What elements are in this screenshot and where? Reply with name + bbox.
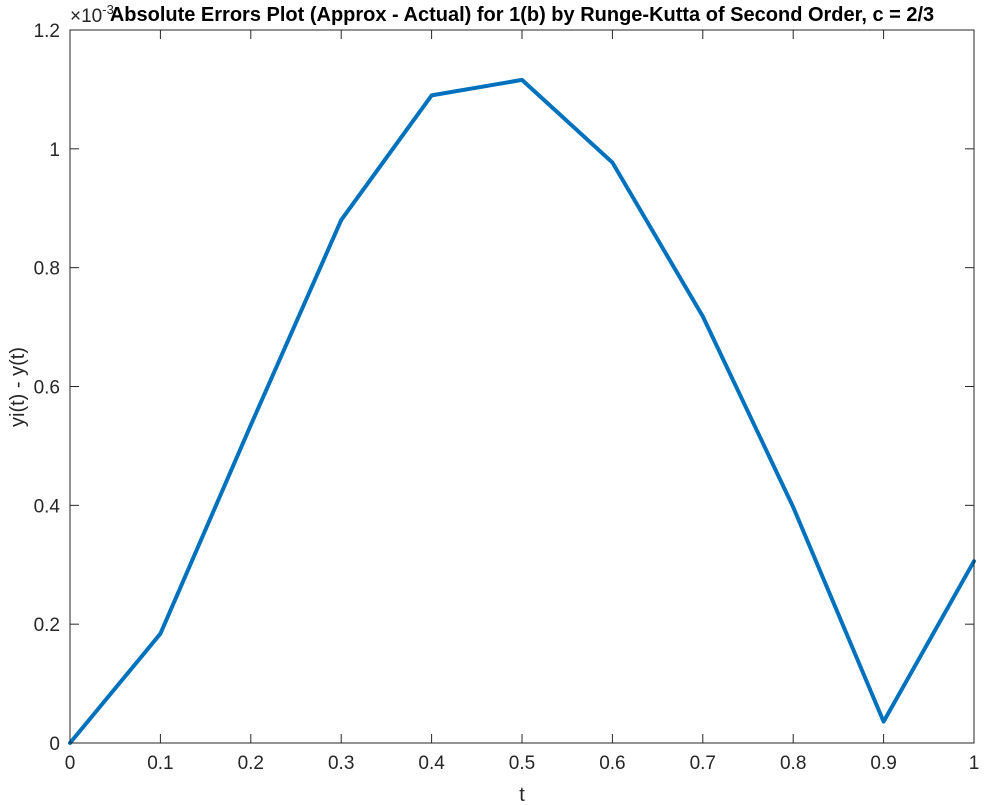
x-tick-label: 0.6 [599, 753, 625, 774]
x-axis-title: t [519, 784, 525, 805]
labels-layer: 0 0.1 0.2 0.3 0.4 0.5 0.6 0.7 0.8 0.9 1 0 0.2 0.4 0.6 0… [34, 21, 980, 774]
y-axis-title: yi(t) - y(t) [7, 347, 29, 427]
x-tick-label: 0.9 [870, 753, 896, 774]
y-tick-label: 1.2 [34, 21, 60, 42]
y-tick-label: 1 [49, 140, 60, 161]
x-tick-label: 0.8 [780, 753, 806, 774]
y-exponent-label: ×10-3 [70, 2, 114, 27]
y-tick-label: 0.6 [34, 378, 60, 399]
y-exponent-base: ×10 [70, 6, 102, 27]
y-tick-label: 0.4 [34, 496, 61, 517]
y-tick-label: 0.8 [34, 259, 60, 280]
x-tick-label: 0.1 [147, 753, 173, 774]
x-tick-label: 0.5 [509, 753, 535, 774]
y-tick-label: 0 [49, 734, 60, 755]
x-tick-label: 1 [969, 753, 980, 774]
y-exponent-power: -3 [102, 2, 114, 17]
x-tick-label: 0 [65, 753, 76, 774]
plot-area [70, 30, 974, 743]
x-tick-label: 0.7 [690, 753, 716, 774]
y-tick-label: 0.2 [34, 615, 60, 636]
chart-title: Absolute Errors Plot (Approx - Actual) f… [110, 4, 934, 26]
x-tick-label: 0.2 [238, 753, 264, 774]
axes-box [69, 29, 975, 744]
x-tick-label: 0.3 [328, 753, 354, 774]
x-tick-label: 0.4 [418, 753, 445, 774]
